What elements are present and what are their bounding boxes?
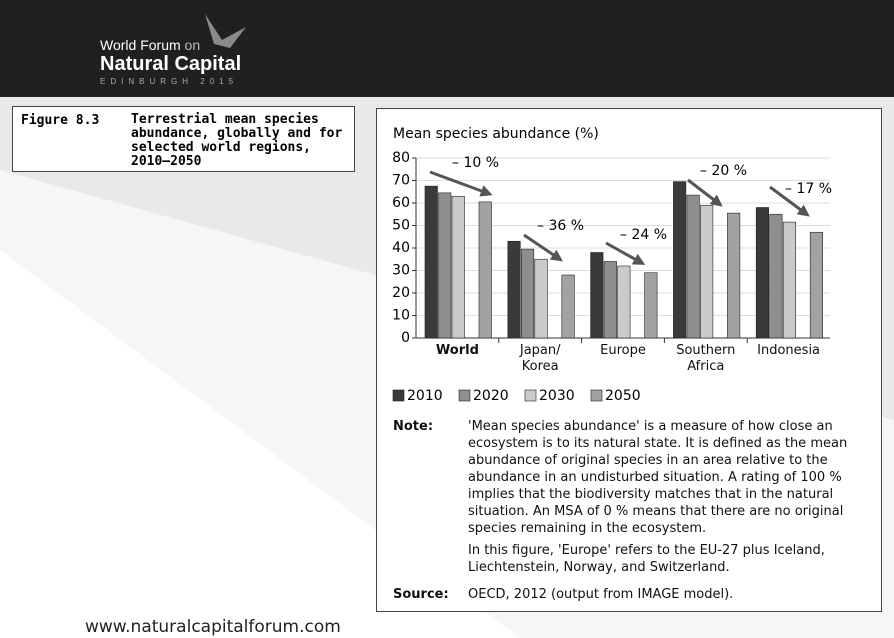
annotation-arrow [687, 178, 723, 207]
bar [673, 181, 687, 339]
annotation-arrow [429, 170, 493, 197]
bar [438, 192, 452, 339]
legend-swatch [590, 389, 603, 402]
legend-label: 2010 [407, 388, 443, 404]
bar [782, 221, 797, 339]
y-tick-label: 80 [392, 150, 410, 166]
bar [520, 248, 535, 339]
legend-swatch [524, 389, 537, 402]
note-label: Note: [393, 419, 434, 434]
legend-label: 2020 [473, 388, 509, 404]
x-tick-label: Japan/ Korea [519, 343, 561, 374]
source-text: OECD, 2012 (output from IMAGE model). [468, 587, 734, 602]
logo-line2: Natural Capital [100, 53, 242, 75]
y-tick-label: 70 [392, 173, 410, 189]
legend-swatch [458, 389, 471, 402]
x-tick-label: Europe [600, 343, 646, 358]
bar [561, 274, 575, 339]
annotation: – 36 % [537, 218, 584, 234]
y-tick-label: 60 [392, 195, 410, 211]
annotation: – 20 % [700, 163, 747, 179]
annotation: – 24 % [620, 227, 667, 243]
y-tick-label: 10 [392, 308, 410, 324]
bar [590, 252, 604, 339]
bar [478, 201, 492, 339]
bar [700, 204, 714, 339]
x-tick-label: Southern Africa [676, 343, 736, 374]
y-tick-label: 30 [392, 263, 410, 279]
legend-label: 2050 [605, 388, 641, 404]
caption-box: Figure 8.3 Terrestrial mean species abun… [12, 106, 355, 172]
footer-url: www.naturalcapitalforum.com [85, 617, 341, 637]
annotation-arrow [769, 185, 810, 217]
bar [769, 213, 783, 339]
y-tick-label: 50 [392, 218, 410, 234]
source-label: Source: [393, 587, 449, 602]
legend-swatch [392, 389, 405, 402]
figure-number: Figure 8.3 [21, 113, 100, 128]
legend-label: 2030 [539, 388, 575, 404]
logo-line1: World Forum [100, 37, 181, 53]
figure-caption: Terrestrial mean species abundance, glob… [131, 112, 343, 169]
logo-line3: EDINBURGH 2015 [100, 77, 239, 86]
bar [809, 231, 824, 339]
bar [617, 265, 631, 339]
y-tick-label: 20 [392, 285, 410, 301]
bar [727, 212, 741, 339]
annotation: – 10 % [452, 155, 499, 171]
note-text: 'Mean species abundance' is a measure of… [468, 419, 848, 536]
bar [424, 185, 438, 339]
chart-title: Mean species abundance (%) [393, 126, 599, 142]
y-tick-label: 0 [401, 330, 410, 346]
note-text2: In this figure, 'Europe' refers to the E… [468, 543, 825, 575]
bar [534, 258, 548, 339]
annotation-arrow [605, 241, 646, 265]
logo-on: on [184, 37, 201, 53]
bar [686, 194, 700, 339]
bar [451, 195, 465, 339]
bar [755, 207, 770, 339]
annotation: – 17 % [785, 181, 832, 197]
bar [644, 272, 658, 339]
annotation-arrow [523, 233, 563, 262]
figure-box [376, 108, 882, 612]
y-tick-label: 40 [392, 240, 410, 256]
x-tick-label: Indonesia [757, 343, 821, 358]
logo: World Forum on Natural Capital EDINBURGH… [100, 37, 241, 86]
bar [507, 240, 521, 339]
bar [603, 261, 617, 339]
x-tick-label: World [435, 343, 479, 358]
